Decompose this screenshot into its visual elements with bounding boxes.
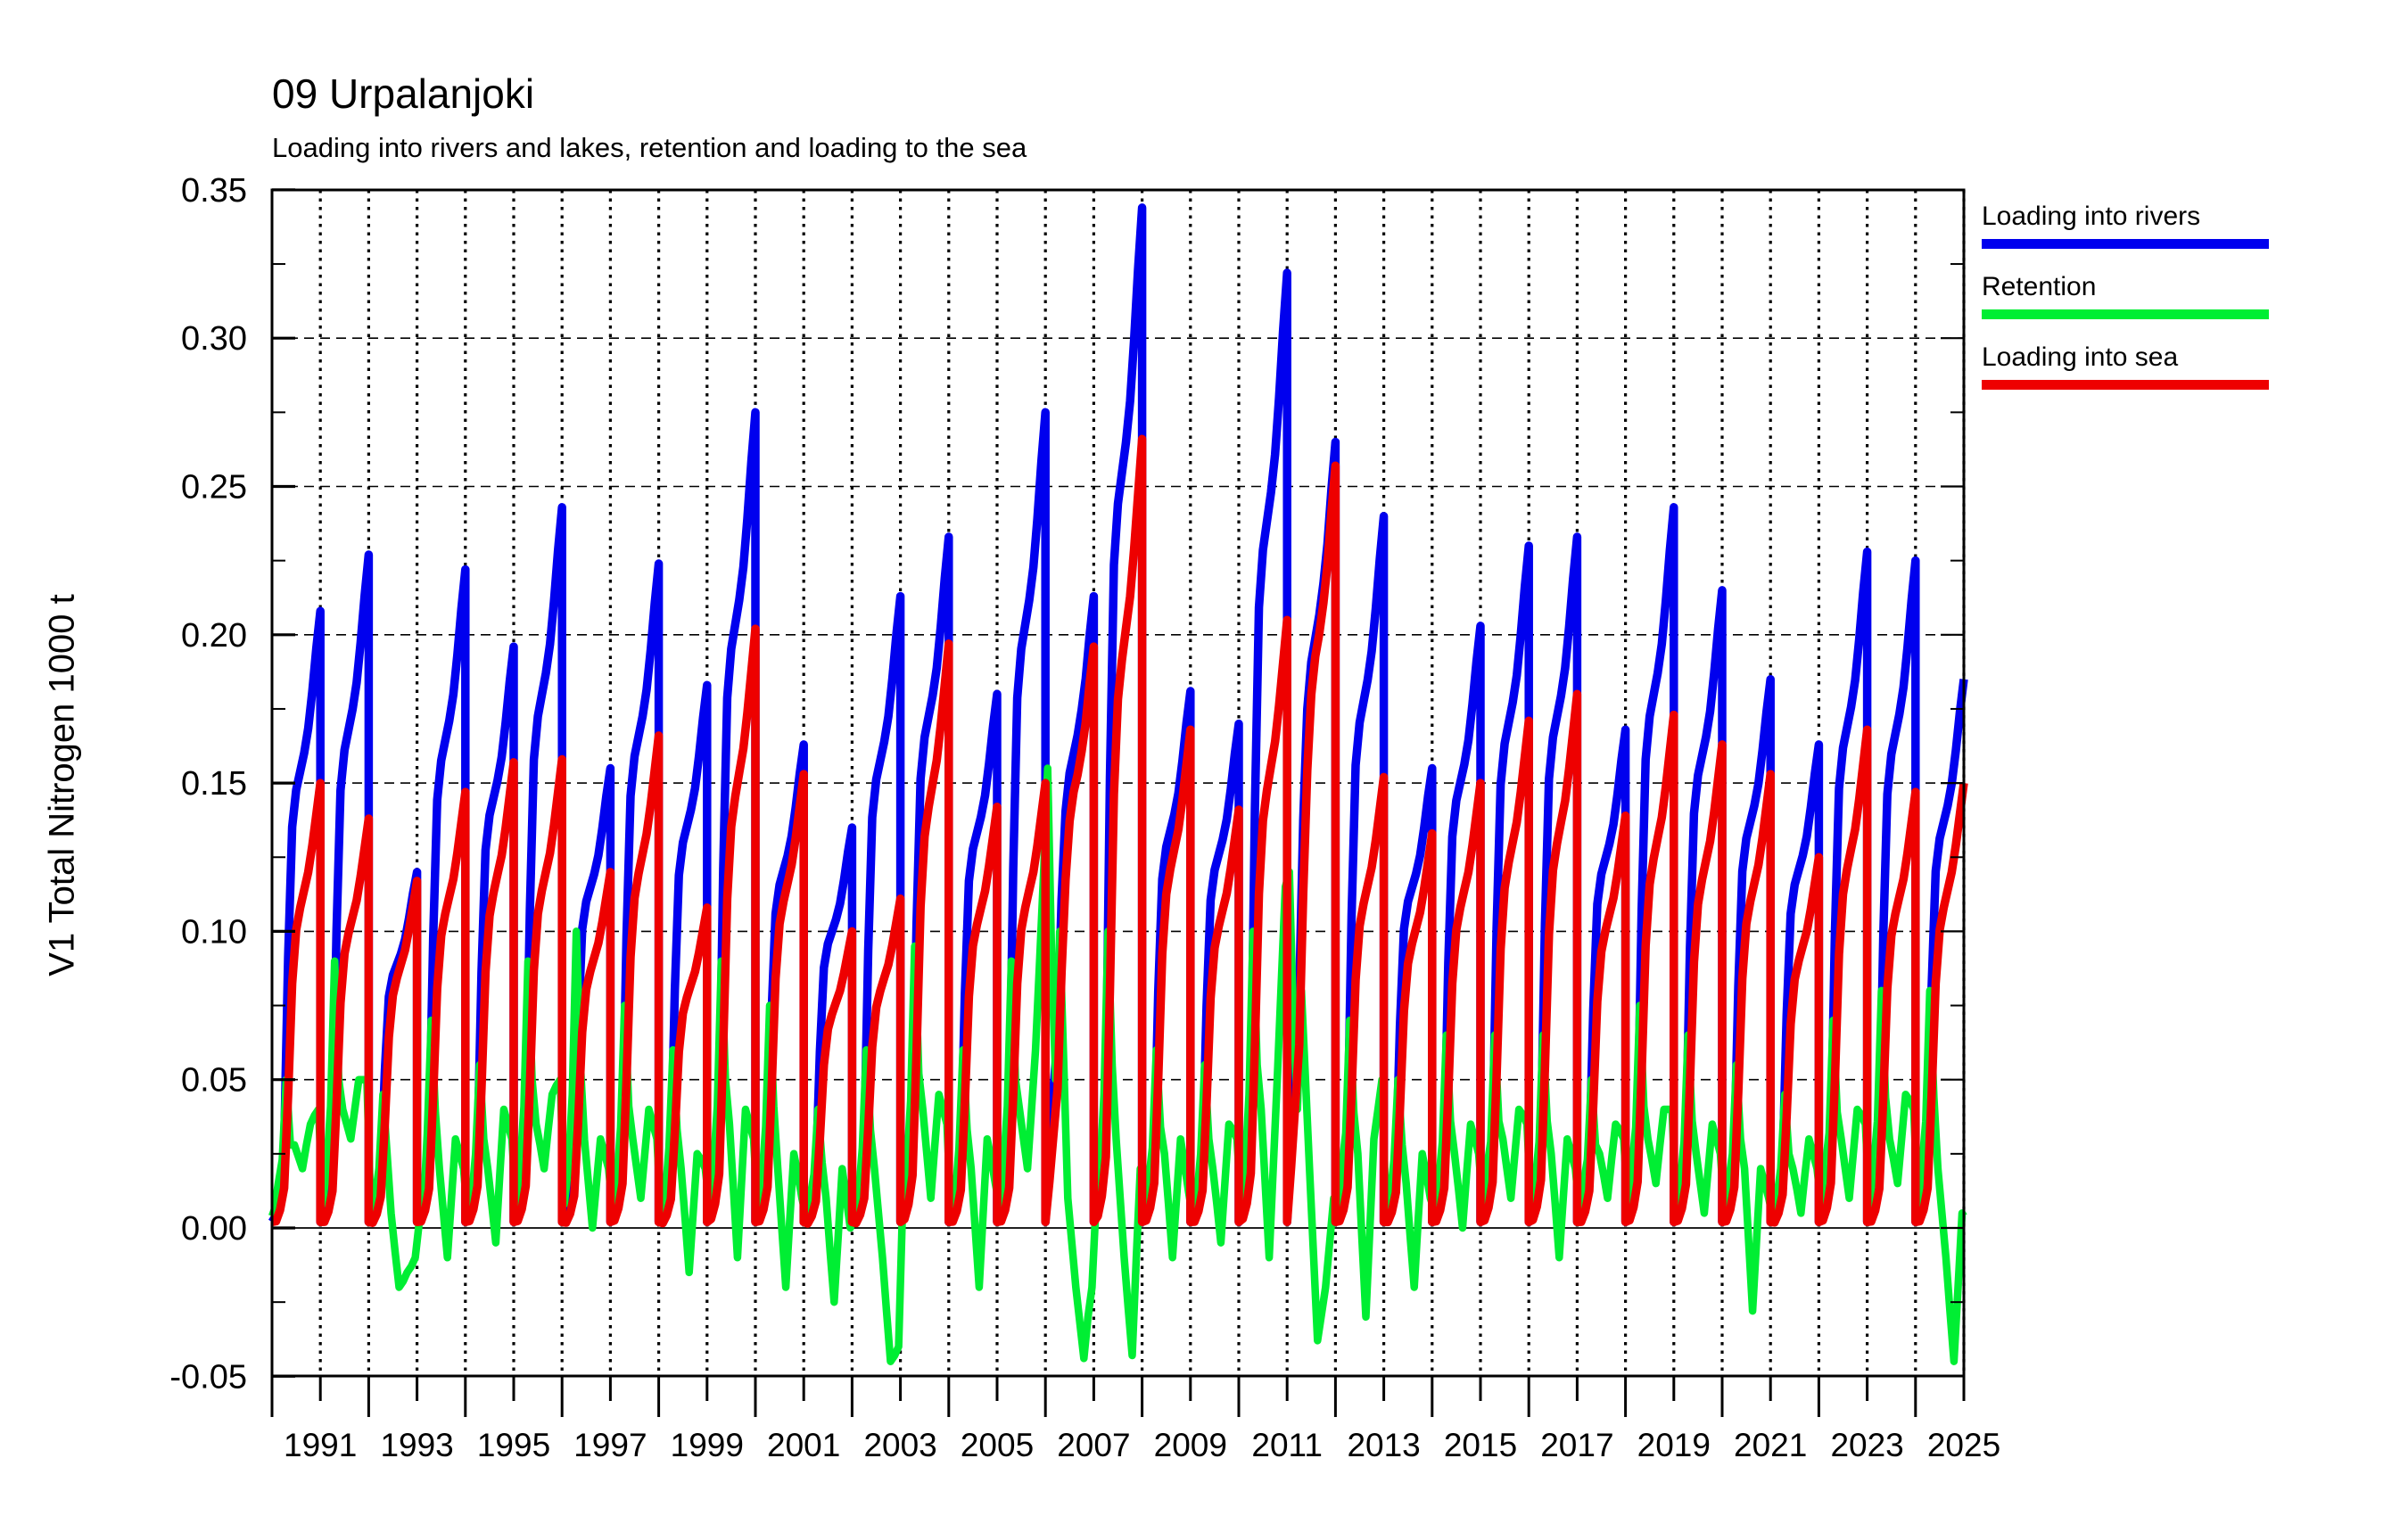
series-loading-into-sea [271,434,1968,1228]
x-tick-label-2015: 2015 [1444,1427,1517,1463]
legend-swatch-retention-line [1982,309,2269,319]
chart-subtitle: Loading into rivers and lakes, retention… [272,132,1027,163]
y-tick-label: 0.25 [181,469,247,507]
x-tick-label-1995: 1995 [477,1427,550,1463]
x-tick-label-2025: 2025 [1927,1427,2000,1463]
x-tick-label-1993: 1993 [380,1427,453,1463]
legend-item-rivers: Loading into rivers [1982,202,2303,249]
chart-title: 09 Urpalanjoki [272,70,535,117]
legend-label-retention: Retention [1982,272,2097,301]
legend: Loading into rivers Retention Loading in… [1982,202,2303,413]
x-tick-label-2001: 2001 [767,1427,840,1463]
x-tick-label-1999: 1999 [671,1427,744,1463]
legend-label-rivers: Loading into rivers [1982,202,2201,231]
legend-item-sea: Loading into sea [1982,342,2303,390]
x-tick-label-2011: 2011 [1251,1427,1323,1463]
x-tick-label-2009: 2009 [1154,1427,1227,1463]
x-tick-label-2017: 2017 [1540,1427,1613,1463]
x-tick-label-1997: 1997 [573,1427,647,1463]
y-tick-label: 0.35 [181,172,247,210]
x-tick-label-2019: 2019 [1637,1427,1711,1463]
legend-swatch-sea-line [1982,380,2269,390]
y-tick-label: 0.15 [181,765,247,803]
y-tick-label: 0.20 [181,617,247,655]
x-tick-label-2013: 2013 [1347,1427,1420,1463]
legend-label-sea: Loading into sea [1982,342,2179,372]
y-axis-title: V1 Total Nitrogen 1000 t [42,594,82,976]
x-tick-label-2021: 2021 [1734,1427,1807,1463]
y-tick-label: 0.30 [181,320,247,358]
y-tick-label: 0.10 [181,913,247,951]
x-tick-label-1991: 1991 [284,1427,357,1463]
legend-item-retention: Retention [1982,272,2303,319]
x-tick-label-2005: 2005 [961,1427,1034,1463]
legend-swatch-rivers-line [1982,239,2269,249]
y-tick-label: 0.05 [181,1062,247,1100]
y-tick-label: -0.05 [169,1358,247,1396]
x-tick-label-2023: 2023 [1830,1427,1903,1463]
y-tick-label: 0.00 [181,1210,247,1248]
x-tick-label-2003: 2003 [863,1427,936,1463]
x-tick-label-2007: 2007 [1057,1427,1130,1463]
